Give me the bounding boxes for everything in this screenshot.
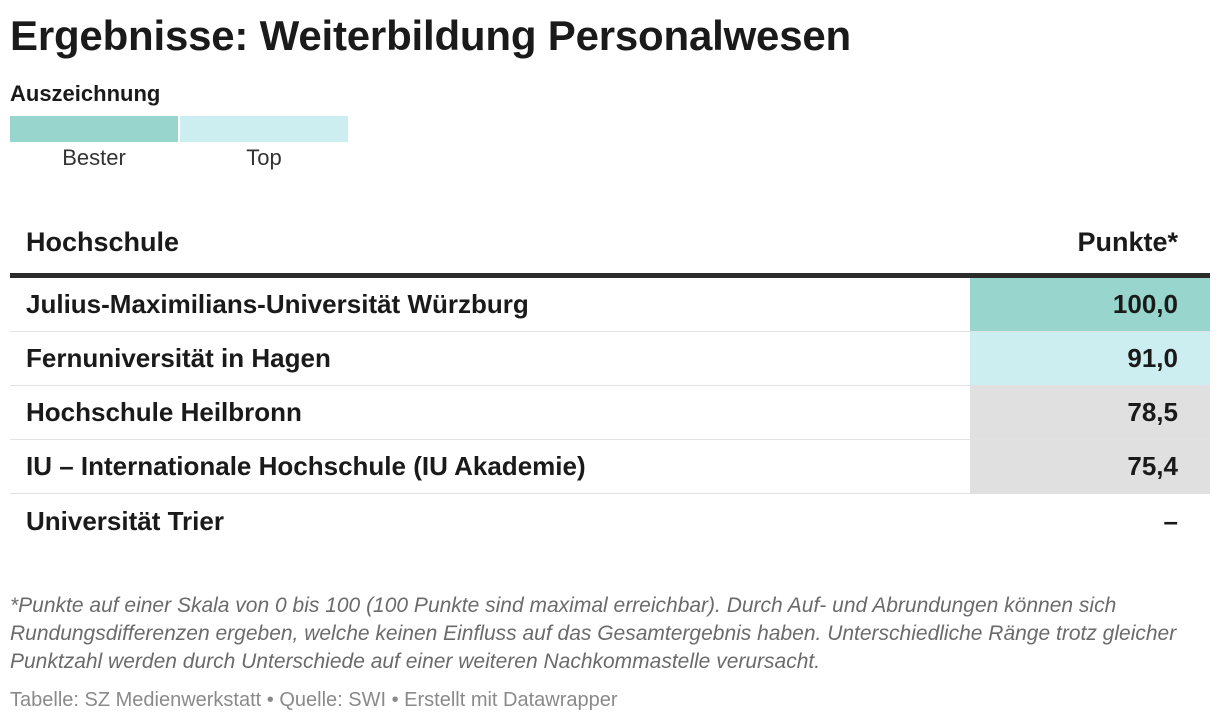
source-credit: Tabelle: SZ Medienwerkstatt • Quelle: SW… — [10, 689, 618, 711]
row-hochschule-name: Fernuniversität in Hagen — [26, 343, 331, 373]
legend-label-top: Top — [246, 145, 282, 170]
results-table: Hochschule Punkte* Julius-Maximilians-Un… — [10, 212, 1210, 548]
chart-title: Ergebnisse: Weiterbildung Personalwesen — [10, 12, 851, 59]
legend-swatch-bester — [10, 116, 178, 142]
row-hochschule-name: Julius-Maximilians-Universität Würzburg — [26, 289, 529, 319]
row-punkte-value: 78,5 — [970, 386, 1210, 439]
table-row: Fernuniversität in Hagen 91,0 — [10, 332, 1210, 386]
row-punkte-value: – — [1163, 505, 1178, 536]
footnote: *Punkte auf einer Skala von 0 bis 100 (1… — [10, 594, 1177, 673]
legend-swatch-top — [180, 116, 348, 142]
row-hochschule-name: IU – Internationale Hochschule (IU Akade… — [26, 451, 586, 481]
column-header-punkte: Punkte* — [1077, 227, 1178, 257]
table-row: Universität Trier – — [10, 494, 1210, 548]
legend-title: Auszeichnung — [10, 81, 161, 106]
table-row: Hochschule Heilbronn 78,5 — [10, 386, 1210, 440]
legend: Auszeichnung Bester Top — [10, 80, 350, 174]
legend-items: Bester Top — [10, 116, 350, 174]
column-header-hochschule: Hochschule — [26, 227, 180, 257]
table-header: Hochschule Punkte* — [10, 212, 1210, 278]
row-punkte-value: 91,0 — [970, 332, 1210, 385]
table-row: Julius-Maximilians-Universität Würzburg 1… — [10, 278, 1210, 332]
legend-item-top: Top — [180, 116, 348, 174]
row-punkte-value: 75,4 — [970, 440, 1210, 493]
row-punkte-value: 100,0 — [970, 278, 1210, 331]
table-body: Julius-Maximilians-Universität Würzburg 1… — [10, 278, 1210, 548]
row-hochschule-name: Universität Trier — [26, 505, 224, 536]
table-row: IU – Internationale Hochschule (IU Akade… — [10, 440, 1210, 494]
row-hochschule-name: Hochschule Heilbronn — [26, 397, 302, 427]
legend-item-bester: Bester — [10, 116, 178, 174]
legend-label-bester: Bester — [62, 145, 126, 170]
